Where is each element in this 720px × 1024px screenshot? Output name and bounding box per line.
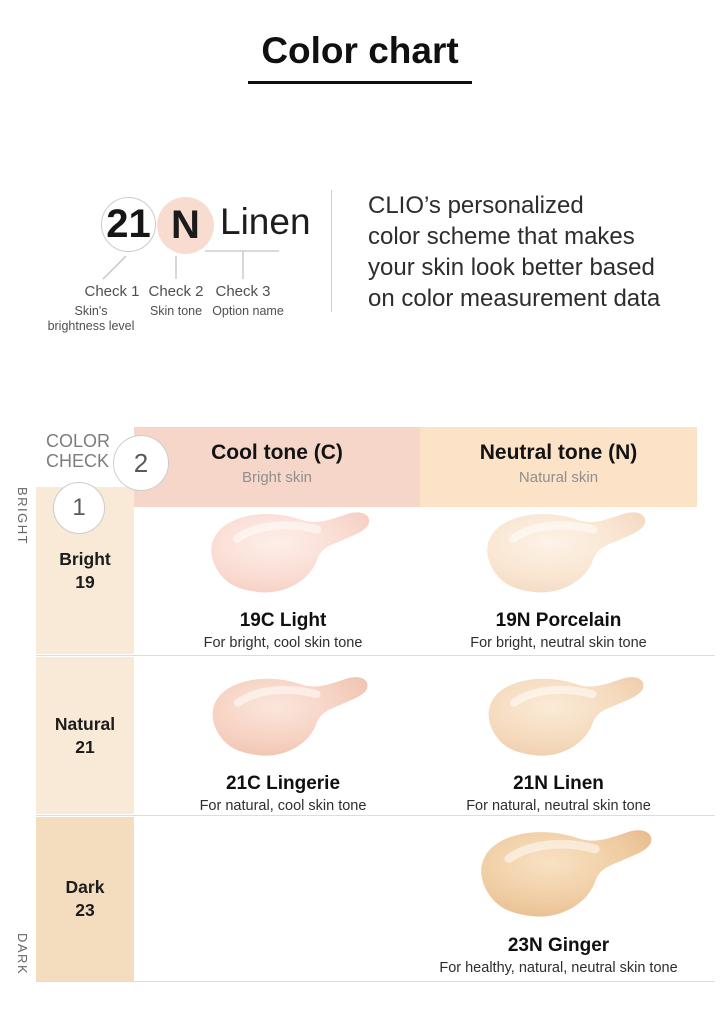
check-2-label: Check 2 [148,283,204,300]
row-label-number: 23 [75,900,95,920]
swatch-smear-icon [486,512,645,593]
connector-lines-icon [102,250,279,280]
check-1-badge-number: 1 [72,494,86,521]
row-label-text: Natural [54,713,116,734]
swatch-smear-icon [481,830,652,917]
neutral-column-title: Neutral tone (N) [479,441,638,464]
row-separator [36,981,715,982]
swatch-cell-empty [140,817,426,981]
swatch-smear-icon [488,677,644,756]
shade-desc: For natural, cool skin tone [199,798,367,814]
row-label-text: Bright [59,548,111,569]
row-label-dark: Dark 23 [36,817,134,981]
row-separator [36,655,715,656]
intro-divider [331,190,332,312]
shade-name: 23N Ginger [507,935,610,956]
color-check-label: COLOR CHECK [46,431,111,471]
swatch-smear-icon [212,677,368,756]
check-1-desc: Skin's brightness level [47,304,135,333]
shade-name: 19C Light [239,610,327,631]
check-3-desc: Option name [212,304,284,318]
page-title-text: Color chart [248,30,472,84]
check-1-badge: 1 [53,482,105,534]
row-label-number: 19 [75,571,95,592]
axis-label-dark: DARK [15,933,30,976]
brightness-level-circle: 21 [101,197,156,252]
shade-name: 19N Porcelain [495,610,622,631]
check-1-label: Check 1 [84,283,140,300]
shade-name: 21N Linen [513,773,604,794]
intro-line: color scheme that makes [368,223,635,250]
intro-line: CLIO’s personalized [368,192,584,219]
shade-desc: For bright, cool skin tone [203,635,363,651]
intro-line: your skin look better based [368,254,655,281]
swatch-cell-21n: 21N Linen For natural, neutral skin tone [420,657,697,814]
swatch-cell-23n: 23N Ginger For healthy, natural, neutral… [420,817,697,981]
row-label-text: Dark [65,877,105,897]
column-header-cool: Cool tone (C) Bright skin [134,427,420,507]
shade-desc: For bright, neutral skin tone [470,635,647,651]
swatch-cell-21c: 21C Lingerie For natural, cool skin tone [140,657,426,814]
row-label-number: 21 [75,736,95,757]
shade-desc: For natural, neutral skin tone [466,798,651,814]
check-2-desc: Skin tone [149,304,203,318]
check-2-badge: 2 [113,435,169,491]
skin-tone-circle: N [157,197,214,254]
swatch-cell-19c: 19C Light For bright, cool skin tone [140,487,426,654]
neutral-column-subtitle: Natural skin [518,469,599,486]
cool-column-title: Cool tone (C) [211,441,343,464]
check-3-label: Check 3 [215,283,271,300]
check-2-badge-number: 2 [133,447,149,478]
page-title: Color chart [0,30,720,84]
shade-name: 21C Lingerie [225,773,341,794]
intro-line: on color measurement data [368,285,661,312]
shade-desc: For healthy, natural, neutral skin tone [439,960,678,976]
axis-label-bright: BRIGHT [15,487,30,546]
option-name-text: Linen [220,201,311,242]
swatch-smear-icon [211,512,370,593]
skin-tone-value: N [171,203,200,247]
cool-column-subtitle: Bright skin [241,469,313,486]
row-separator [36,815,715,816]
intro-text: CLIO’s personalized color scheme that ma… [368,190,660,314]
brightness-level-value: 21 [106,202,151,246]
swatch-cell-19n: 19N Porcelain For bright, neutral skin t… [420,487,697,654]
row-label-natural: Natural 21 [36,657,134,814]
column-header-neutral: Neutral tone (N) Natural skin [420,427,697,507]
